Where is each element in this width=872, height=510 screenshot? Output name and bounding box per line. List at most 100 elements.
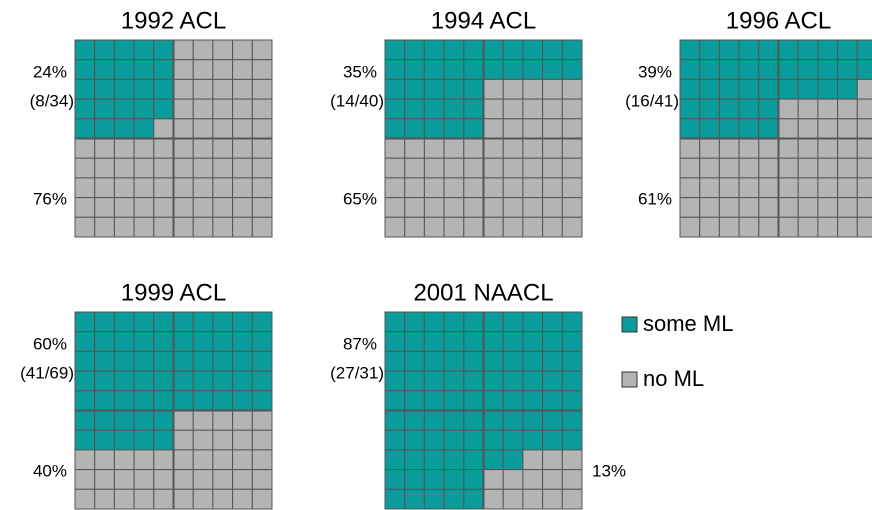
- waffle-cell: [699, 216, 720, 238]
- waffle-cell: [483, 370, 504, 392]
- waffle-cell: [384, 410, 406, 431]
- waffle-cell: [738, 157, 760, 179]
- waffle-cell: [173, 469, 194, 490]
- waffle-cell: [542, 488, 563, 510]
- waffle-cell: [423, 311, 445, 333]
- waffle-cell: [212, 410, 234, 431]
- waffle-cell: [212, 177, 234, 199]
- waffle-cell: [232, 78, 253, 100]
- waffle-cell: [94, 157, 115, 179]
- waffle-cell: [778, 98, 799, 120]
- waffle-cell: [502, 157, 524, 179]
- waffle-cell: [718, 118, 740, 140]
- waffle-cell: [778, 197, 799, 218]
- waffle-cell: [542, 331, 563, 352]
- waffle-cell: [232, 429, 253, 451]
- waffle-cell: [113, 410, 135, 431]
- waffle-cell: [856, 197, 872, 218]
- waffle-cell: [212, 216, 234, 238]
- waffle-cell: [738, 118, 760, 140]
- waffle-cell: [153, 350, 175, 372]
- waffle-cell: [522, 449, 544, 471]
- waffle-cell: [463, 197, 484, 218]
- waffle-cell: [192, 488, 214, 510]
- waffle-cell: [192, 311, 214, 333]
- waffle-cell: [837, 118, 858, 140]
- waffle-cell: [251, 197, 273, 218]
- waffle-cell: [483, 410, 504, 431]
- waffle-cell: [837, 197, 858, 218]
- waffle-cell: [153, 78, 175, 100]
- waffle-cell: [423, 488, 445, 510]
- waffle-cell: [212, 138, 234, 159]
- waffle-cell: [699, 177, 720, 199]
- waffle-cell: [483, 118, 504, 140]
- waffle-cell: [738, 138, 760, 159]
- waffle-cell: [483, 488, 504, 510]
- waffle-cell: [797, 157, 819, 179]
- waffle-cell: [133, 488, 155, 510]
- waffle-cell: [758, 118, 779, 140]
- waffle-cell: [443, 429, 465, 451]
- waffle-cell: [113, 311, 135, 333]
- waffle-cell: [251, 390, 273, 411]
- waffle-cell: [113, 331, 135, 352]
- waffle-cell: [797, 78, 819, 100]
- waffle-cell: [74, 469, 96, 490]
- waffle-cell: [738, 78, 760, 100]
- waffle-cell: [384, 449, 406, 471]
- waffle-cell: [542, 449, 563, 471]
- waffle-cell: [153, 311, 175, 333]
- waffle-cell: [463, 138, 484, 159]
- value-label: 60%: [33, 334, 67, 353]
- waffle-cell: [542, 370, 563, 392]
- waffle-cell: [463, 370, 484, 392]
- waffle-cell: [856, 118, 872, 140]
- waffle-cell: [797, 59, 819, 80]
- waffle-cell: [837, 98, 858, 120]
- waffle-cell: [699, 157, 720, 179]
- waffle-cell: [699, 39, 720, 61]
- waffle-cell: [404, 429, 425, 451]
- waffle-cell: [542, 157, 563, 179]
- waffle-cell: [797, 39, 819, 61]
- waffle-cell: [74, 216, 96, 238]
- waffle-cell: [133, 39, 155, 61]
- waffle-cell: [173, 331, 194, 352]
- waffle-cell: [463, 78, 484, 100]
- waffle-cell: [173, 390, 194, 411]
- waffle-cell: [384, 177, 406, 199]
- waffle-cell: [74, 138, 96, 159]
- waffle-cell: [718, 78, 740, 100]
- waffle-cell: [153, 469, 175, 490]
- waffle-cell: [797, 138, 819, 159]
- legend-swatch: [621, 371, 638, 388]
- waffle-cell: [423, 197, 445, 218]
- waffle-cell: [561, 98, 583, 120]
- waffle-cell: [192, 216, 214, 238]
- waffle-cell: [561, 370, 583, 392]
- waffle-cell: [463, 59, 484, 80]
- waffle-cell: [153, 449, 175, 471]
- value-label: 87%: [343, 334, 377, 353]
- waffle-cell: [251, 311, 273, 333]
- waffle-cell: [153, 39, 175, 61]
- waffle-cell: [404, 370, 425, 392]
- waffle-cell: [74, 390, 96, 411]
- waffle-cell: [94, 429, 115, 451]
- waffle-cell: [212, 311, 234, 333]
- waffle-cell: [384, 311, 406, 333]
- waffle-cell: [718, 216, 740, 238]
- legend-label: no ML: [643, 366, 704, 391]
- waffle-cell: [232, 118, 253, 140]
- waffle-cell: [192, 449, 214, 471]
- waffle-cell: [232, 59, 253, 80]
- waffle-cell: [423, 350, 445, 372]
- waffle-cell: [561, 78, 583, 100]
- waffle-cell: [443, 410, 465, 431]
- waffle-cell: [443, 390, 465, 411]
- waffle-cell: [113, 39, 135, 61]
- waffle-cell: [384, 98, 406, 120]
- waffle-cell: [542, 39, 563, 61]
- waffle-cell: [443, 118, 465, 140]
